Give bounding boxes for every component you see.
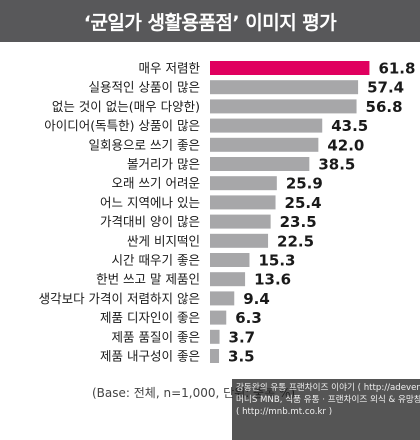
category-label-2: 없는 것이 없는(매우 다양한) [52,99,200,114]
category-label-13: 제품 디자인이 좋은 [100,310,200,325]
category-label-14: 제품 품질이 좋은 [112,329,200,344]
category-label-6: 오래 쓰기 어려운 [112,176,200,191]
value-label-1: 57.4 [367,79,404,97]
category-label-10: 시간 때우기 좋은 [112,253,200,268]
category-label-8: 가격대비 양이 많은 [100,214,200,229]
value-label-11: 13.6 [254,271,291,289]
category-label-5: 볼거리가 많은 [127,157,200,172]
bar-12 [210,291,235,306]
value-label-10: 15.3 [258,252,295,270]
value-label-5: 38.5 [318,156,355,174]
bar-0 [210,61,370,75]
value-label-3: 43.5 [331,117,368,135]
bar-5 [210,157,310,171]
category-label-12: 생각보다 가격이 저렴하지 않은 [39,291,200,306]
category-label-3: 아이디어(독특한) 상품이 많은 [44,118,200,133]
bar-11 [210,272,246,287]
bar-7 [210,195,276,210]
bar-15 [210,349,220,363]
watermark-overlay: 강동완의 유통 프랜차이즈 이야기 ( http://adevent.blog.… [232,379,420,440]
bar-10 [210,253,250,267]
bar-13 [210,310,227,325]
value-label-9: 22.5 [277,232,314,250]
watermark-line-3: ( http://mnb.mt.co.kr ) [236,407,333,417]
value-label-6: 25.9 [286,175,323,193]
bar-2 [210,99,357,114]
category-label-7: 어느 지역에나 있는 [100,195,200,210]
bar-9 [210,233,269,248]
chart-title: ‘균일가 생활용품점’ 이미지 평가 [0,0,420,42]
category-label-15: 제품 내구성이 좋은 [100,349,200,364]
bar-8 [210,214,271,229]
category-label-11: 한번 쓰고 말 제품인 [96,272,200,287]
value-label-13: 6.3 [235,309,262,327]
value-label-15: 3.5 [228,348,255,366]
value-label-2: 56.8 [366,98,403,116]
bar-6 [210,176,277,191]
bar-14 [210,329,220,344]
bar-3 [210,118,323,133]
value-label-8: 23.5 [280,213,317,231]
category-label-4: 일회용으로 쓰기 좋은 [89,137,200,152]
watermark-line-2: 머니S MNB, 식품 유통 · 프랜차이즈 외식 & 유망창업아이템의 모든 … [236,395,420,405]
value-label-0: 61.8 [378,60,415,78]
value-label-14: 3.7 [229,328,256,346]
watermark-line-1: 강동완의 유통 프랜차이즈 이야기 ( http://adevent.blog.… [236,383,420,393]
category-label-1: 실용적인 상품이 많은 [89,80,200,95]
bar-4 [210,137,319,152]
value-label-4: 42.0 [327,136,364,154]
category-label-0: 매우 저렴한 [139,61,201,76]
category-label-9: 싼게 비지떡인 [127,233,200,248]
value-label-12: 9.4 [243,290,270,308]
value-label-7: 25.4 [285,194,322,212]
bar-1 [210,80,359,95]
